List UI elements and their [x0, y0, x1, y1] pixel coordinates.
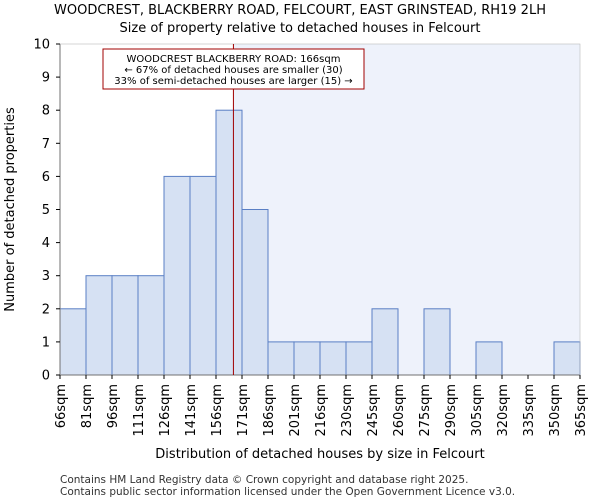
x-tick-label-216sqm: 216sqm	[314, 384, 329, 437]
x-tick-label-201sqm: 201sqm	[288, 384, 303, 437]
annotation-line-3: 33% of semi-detached houses are larger (…	[114, 76, 352, 87]
bar-230sqm	[345, 341, 373, 376]
y-tick-label-3: 3	[42, 269, 50, 284]
bar-96sqm	[111, 275, 139, 376]
bar-350sqm	[553, 341, 581, 376]
x-tick-label-350sqm: 350sqm	[548, 384, 563, 437]
x-tick-label-81sqm: 81sqm	[80, 384, 95, 428]
x-tick-label-275sqm: 275sqm	[418, 384, 433, 437]
bar-81sqm	[85, 275, 113, 376]
x-tick-label-335sqm: 335sqm	[522, 384, 537, 437]
bar-111sqm	[137, 275, 165, 376]
y-axis-label: Number of detached properties	[3, 107, 18, 312]
x-tick-label-320sqm: 320sqm	[496, 384, 511, 437]
x-tick-label-245sqm: 245sqm	[366, 384, 381, 437]
y-tick-label-10: 10	[33, 38, 50, 53]
annotation-line-2: ← 67% of detached houses are smaller (30…	[124, 65, 342, 76]
bar-275sqm	[423, 308, 451, 376]
y-tick-label-2: 2	[42, 302, 50, 317]
x-tick-label-111sqm: 111sqm	[132, 384, 147, 437]
x-tick-label-96sqm: 96sqm	[106, 384, 121, 428]
x-tick-label-141sqm: 141sqm	[184, 384, 199, 437]
y-tick-label-4: 4	[42, 236, 50, 251]
y-tick-label-6: 6	[42, 170, 50, 185]
y-ticks: 0 1 2 3 4 5 6 7 8 9 10	[33, 38, 60, 384]
chart-title: WOODCREST, BLACKBERRY ROAD, FELCOURT, EA…	[54, 3, 546, 18]
bar-201sqm	[293, 341, 321, 376]
footer-line-1: Contains HM Land Registry data © Crown c…	[60, 474, 469, 486]
y-tick-label-8: 8	[42, 104, 50, 119]
y-tick-label-5: 5	[42, 203, 50, 218]
bar-171sqm	[241, 209, 269, 376]
x-tick-label-171sqm: 171sqm	[236, 384, 251, 437]
y-tick-label-9: 9	[42, 71, 50, 86]
x-tick-label-230sqm: 230sqm	[340, 384, 355, 437]
x-tick-label-66sqm: 66sqm	[54, 384, 69, 428]
bar-186sqm	[267, 341, 295, 376]
x-tick-label-156sqm: 156sqm	[210, 384, 225, 437]
x-tick-label-305sqm: 305sqm	[470, 384, 485, 437]
x-axis-label: Distribution of detached houses by size …	[155, 447, 484, 462]
larger-region-highlight	[233, 44, 581, 375]
bar-66sqm	[59, 308, 87, 376]
bar-305sqm	[475, 341, 503, 376]
footer-line-2: Contains public sector information licen…	[60, 486, 516, 498]
x-ticks: 66sqm 81sqm 96sqm 111sqm 126sqm 141sqm 156sqm 1…	[54, 375, 589, 437]
x-tick-label-290sqm: 290sqm	[444, 384, 459, 437]
bar-156sqm	[215, 109, 243, 376]
bar-245sqm	[371, 308, 399, 376]
x-tick-label-365sqm: 365sqm	[574, 384, 589, 437]
bar-126sqm	[163, 175, 191, 376]
y-tick-label-0: 0	[42, 369, 50, 384]
x-tick-label-126sqm: 126sqm	[158, 384, 173, 437]
annotation-line-1: WOODCREST BLACKBERRY ROAD: 166sqm	[127, 54, 341, 65]
bars-group	[59, 109, 581, 376]
chart-subtitle: Size of property relative to detached ho…	[119, 21, 481, 36]
x-tick-label-186sqm: 186sqm	[262, 384, 277, 437]
bar-141sqm	[189, 175, 217, 376]
y-tick-label-7: 7	[42, 137, 50, 152]
bar-216sqm	[319, 341, 347, 376]
annotation-box: WOODCREST BLACKBERRY ROAD: 166sqm ← 67% …	[102, 48, 365, 90]
y-tick-label-1: 1	[42, 335, 50, 350]
x-tick-label-260sqm: 260sqm	[392, 384, 407, 437]
